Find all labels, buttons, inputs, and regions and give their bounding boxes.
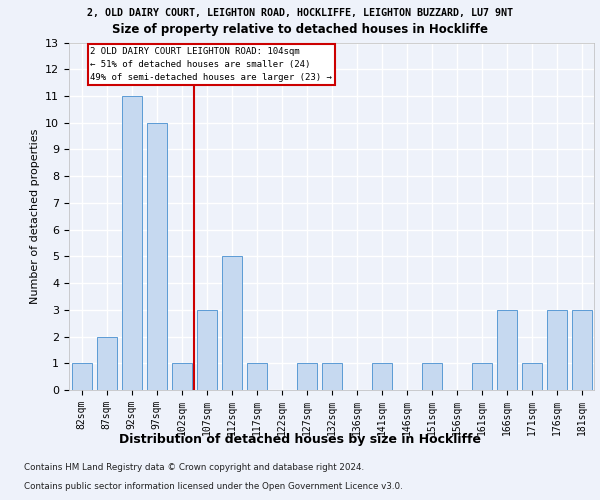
- Bar: [172, 364, 191, 390]
- Text: Contains HM Land Registry data © Crown copyright and database right 2024.: Contains HM Land Registry data © Crown c…: [24, 464, 364, 472]
- Bar: [221, 256, 241, 390]
- Bar: [421, 364, 442, 390]
- Bar: [97, 336, 116, 390]
- Bar: [146, 122, 167, 390]
- Bar: [247, 364, 266, 390]
- Bar: [197, 310, 217, 390]
- Bar: [371, 364, 392, 390]
- Text: Distribution of detached houses by size in Hockliffe: Distribution of detached houses by size …: [119, 432, 481, 446]
- Bar: [71, 364, 91, 390]
- Text: 2 OLD DAIRY COURT LEIGHTON ROAD: 104sqm
← 51% of detached houses are smaller (24: 2 OLD DAIRY COURT LEIGHTON ROAD: 104sqm …: [90, 46, 332, 82]
- Text: Size of property relative to detached houses in Hockliffe: Size of property relative to detached ho…: [112, 22, 488, 36]
- Bar: [322, 364, 341, 390]
- Bar: [497, 310, 517, 390]
- Text: 2, OLD DAIRY COURT, LEIGHTON ROAD, HOCKLIFFE, LEIGHTON BUZZARD, LU7 9NT: 2, OLD DAIRY COURT, LEIGHTON ROAD, HOCKL…: [87, 8, 513, 18]
- Bar: [521, 364, 542, 390]
- Y-axis label: Number of detached properties: Number of detached properties: [29, 128, 40, 304]
- Bar: [121, 96, 142, 390]
- Bar: [472, 364, 491, 390]
- Bar: [571, 310, 592, 390]
- Bar: [296, 364, 317, 390]
- Text: Contains public sector information licensed under the Open Government Licence v3: Contains public sector information licen…: [24, 482, 403, 491]
- Bar: [547, 310, 566, 390]
